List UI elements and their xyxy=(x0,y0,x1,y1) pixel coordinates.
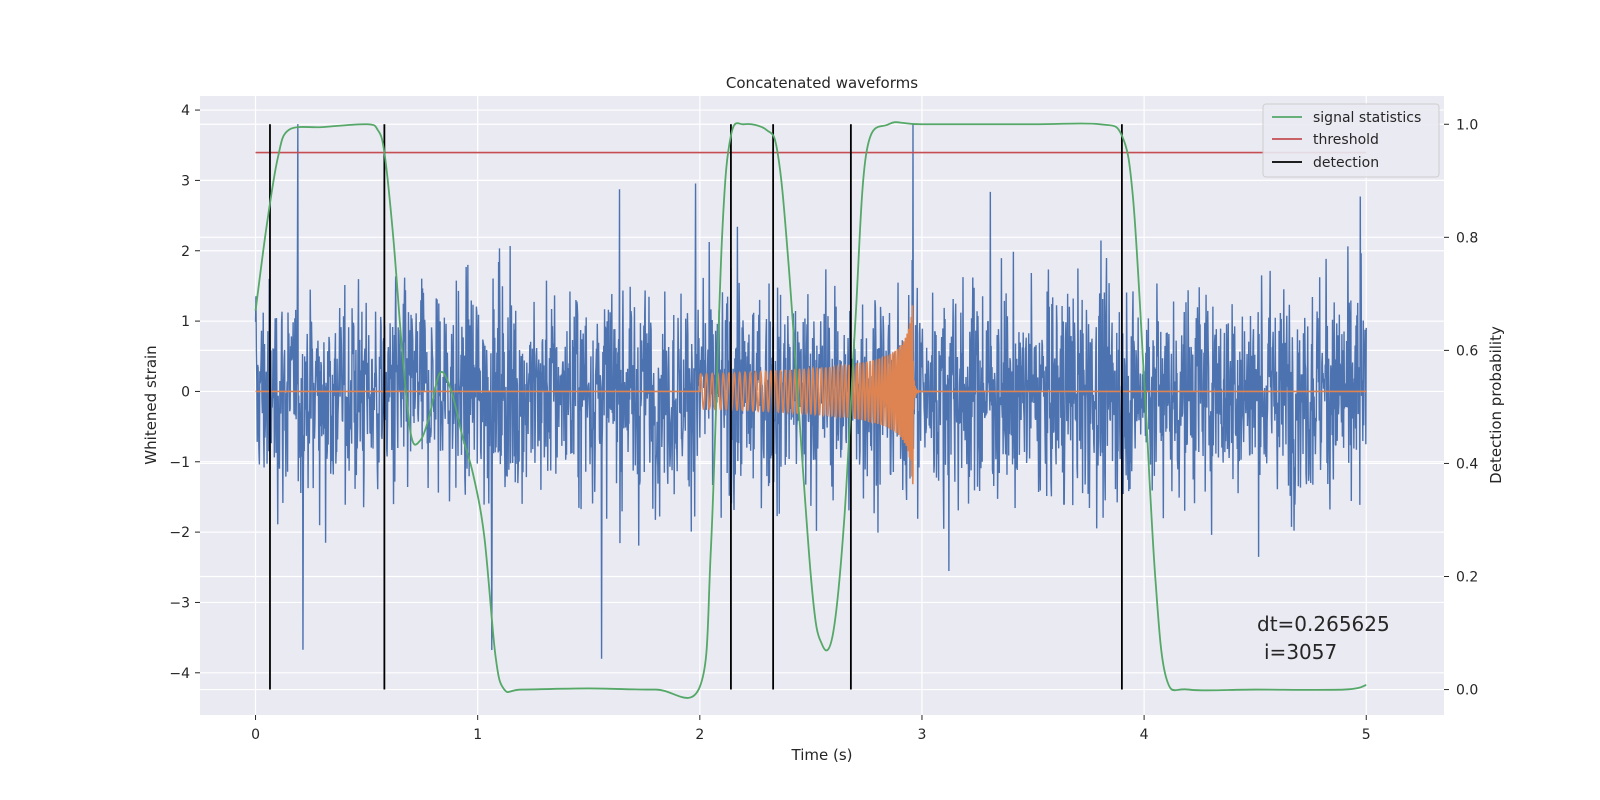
y-right-tick-label: 0.4 xyxy=(1456,456,1478,472)
noise-line xyxy=(254,124,1367,659)
legend-label-signal-statistics: signal statistics xyxy=(1313,110,1421,126)
y-axis-label: Whitened strain xyxy=(142,345,160,464)
y-right-tick-label: 0.6 xyxy=(1456,343,1478,359)
waveform-line xyxy=(255,305,1367,485)
ticks: 0 1 2 3 4 5 −4 −3 −2 −1 0 1 2 3 4 0.0 0.2 0.4 0.6 0.8 1.0 xyxy=(169,103,1478,743)
y-tick-label: −3 xyxy=(169,595,190,611)
legend-box xyxy=(1262,103,1440,178)
y-right-tick-label: 0.0 xyxy=(1456,683,1478,699)
annotation-i: i=3057 xyxy=(1264,640,1337,664)
y-tick-label: −2 xyxy=(169,525,190,541)
detection-series xyxy=(269,124,1123,690)
x-tick-label: 1 xyxy=(473,727,482,743)
y-right-tick-label: 0.8 xyxy=(1456,230,1478,246)
y-tick-label: 1 xyxy=(181,314,190,330)
y-axis-label-right: Detection probability xyxy=(1487,326,1505,484)
x-tick-label: 4 xyxy=(1140,727,1149,743)
y-right-tick-label: 1.0 xyxy=(1456,117,1478,133)
legend-label-detection: detection xyxy=(1313,155,1379,171)
y-tick-label: −1 xyxy=(169,455,190,471)
waveform-series xyxy=(255,305,1367,485)
signal-statistics-line xyxy=(254,121,1367,699)
noise-series xyxy=(254,124,1367,659)
x-tick-label: 2 xyxy=(695,727,704,743)
x-axis-label: Time (s) xyxy=(791,746,853,764)
x-tick-label: 0 xyxy=(251,727,260,743)
legend-label-threshold: threshold xyxy=(1313,132,1379,148)
y-right-tick-label: 0.2 xyxy=(1456,570,1478,586)
annotation-dt: dt=0.265625 xyxy=(1257,612,1390,636)
y-tick-label: 3 xyxy=(181,173,190,189)
y-tick-label: 0 xyxy=(181,384,190,400)
x-tick-label: 3 xyxy=(918,727,927,743)
y-tick-label: 2 xyxy=(181,244,190,260)
x-tick-label: 5 xyxy=(1362,727,1371,743)
signal-statistics-series xyxy=(254,121,1367,699)
y-tick-label: −4 xyxy=(169,666,190,682)
chart-title: Concatenated waveforms xyxy=(726,74,918,92)
legend: signal statistics threshold detection xyxy=(1262,103,1440,178)
y-tick-label: 4 xyxy=(181,103,190,119)
